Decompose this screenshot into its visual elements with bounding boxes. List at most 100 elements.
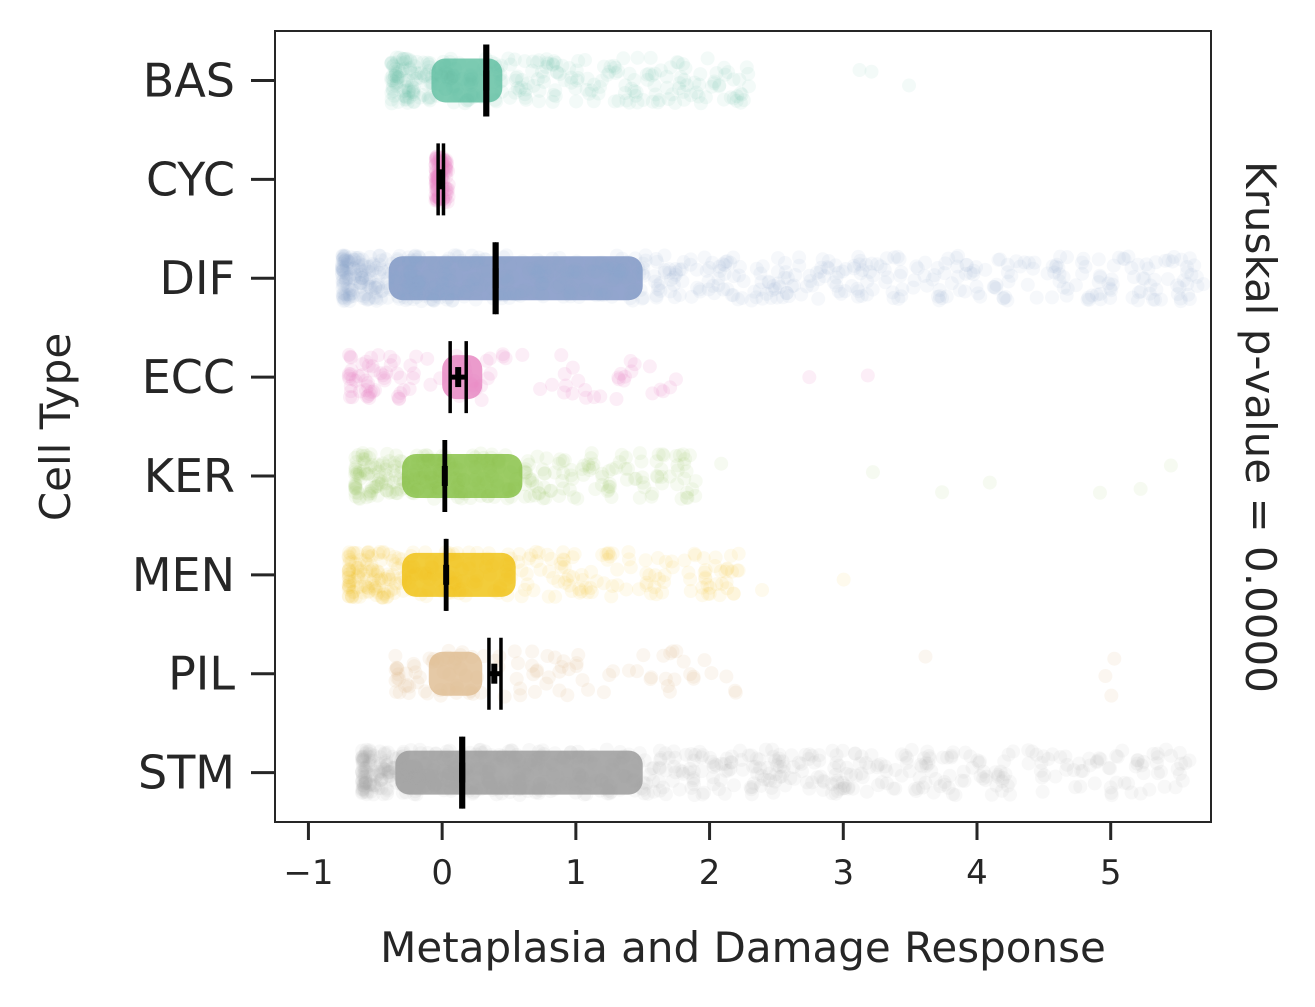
point-ker xyxy=(348,464,363,479)
point-ker xyxy=(575,462,590,477)
point-men xyxy=(452,586,467,601)
point-ker xyxy=(654,469,669,484)
point-dif xyxy=(438,254,453,269)
point-ker xyxy=(577,458,592,473)
point-ker xyxy=(556,481,571,496)
point-stm xyxy=(482,775,497,790)
point-dif xyxy=(383,282,398,297)
point-dif xyxy=(390,253,405,268)
point-men xyxy=(503,551,518,566)
point-men xyxy=(448,575,463,590)
point-men xyxy=(639,575,654,590)
point-men xyxy=(566,570,581,585)
point-ecc xyxy=(341,369,356,384)
point-dif xyxy=(847,261,862,276)
point-pil xyxy=(440,650,455,665)
point-bas xyxy=(668,95,683,110)
point-men xyxy=(643,586,658,601)
core-band-dif xyxy=(388,256,643,301)
point-men xyxy=(375,590,390,605)
point-stm xyxy=(692,744,707,759)
point-ker xyxy=(501,482,516,497)
point-stm xyxy=(805,775,820,790)
point-stm xyxy=(675,764,690,779)
point-dif xyxy=(851,284,866,299)
point-bas xyxy=(423,75,438,90)
point-dif xyxy=(465,277,480,292)
point-dif xyxy=(445,293,460,308)
point-pil xyxy=(464,650,479,665)
point-dif xyxy=(607,261,622,276)
point-dif xyxy=(853,266,868,281)
point-stm xyxy=(717,757,732,772)
point-ker xyxy=(405,485,420,500)
point-ker xyxy=(655,476,670,491)
point-dif xyxy=(368,278,383,293)
point-ker xyxy=(982,475,997,490)
point-ker xyxy=(682,448,697,463)
point-stm xyxy=(978,773,993,788)
point-stm xyxy=(835,775,850,790)
point-dif xyxy=(973,289,988,304)
point-stm xyxy=(1103,780,1118,795)
point-ker xyxy=(588,482,603,497)
point-stm xyxy=(371,781,386,796)
point-men xyxy=(364,548,379,563)
point-ker xyxy=(386,475,401,490)
point-dif xyxy=(668,267,683,282)
point-ker xyxy=(361,466,376,481)
point-bas xyxy=(689,85,704,100)
point-stm xyxy=(914,759,929,774)
point-bas xyxy=(439,59,454,74)
point-dif xyxy=(705,278,720,293)
point-men xyxy=(363,564,378,579)
point-dif xyxy=(683,252,698,267)
point-ker xyxy=(1163,458,1178,473)
point-ecc xyxy=(343,384,358,399)
point-dif xyxy=(649,290,664,305)
point-bas xyxy=(445,68,460,83)
point-dif xyxy=(356,289,371,304)
point-dif xyxy=(337,249,352,264)
point-men xyxy=(557,559,572,574)
point-men xyxy=(520,577,535,592)
point-bas xyxy=(716,92,731,107)
point-ker xyxy=(348,477,363,492)
point-dif xyxy=(794,287,809,302)
core-band-pil xyxy=(428,651,483,696)
point-ker xyxy=(468,450,483,465)
point-dif xyxy=(1147,272,1162,287)
point-men xyxy=(726,586,741,601)
point-stm xyxy=(498,782,513,797)
point-ecc xyxy=(345,390,360,405)
point-bas xyxy=(734,87,749,102)
point-pil xyxy=(392,685,407,700)
point-dif xyxy=(560,263,575,278)
point-dif xyxy=(563,286,578,301)
point-ker xyxy=(629,471,644,486)
point-stm xyxy=(474,782,489,797)
point-men xyxy=(353,563,368,578)
point-men xyxy=(366,572,381,587)
point-pil xyxy=(529,664,544,679)
point-dif xyxy=(336,270,351,285)
point-dif xyxy=(348,269,363,284)
point-stm xyxy=(563,745,578,760)
point-men xyxy=(470,554,485,569)
point-dif xyxy=(971,286,986,301)
point-ker xyxy=(649,469,664,484)
point-dif xyxy=(894,265,909,280)
point-dif xyxy=(753,266,768,281)
point-dif xyxy=(1001,274,1016,289)
point-bas xyxy=(672,81,687,96)
point-men xyxy=(647,580,662,595)
point-dif xyxy=(354,257,369,272)
point-stm xyxy=(436,783,451,798)
point-men xyxy=(376,544,391,559)
point-dif xyxy=(442,266,457,281)
point-dif xyxy=(1056,280,1071,295)
point-dif xyxy=(390,251,405,266)
point-ker xyxy=(430,485,445,500)
point-bas xyxy=(406,81,421,96)
point-dif xyxy=(771,276,786,291)
